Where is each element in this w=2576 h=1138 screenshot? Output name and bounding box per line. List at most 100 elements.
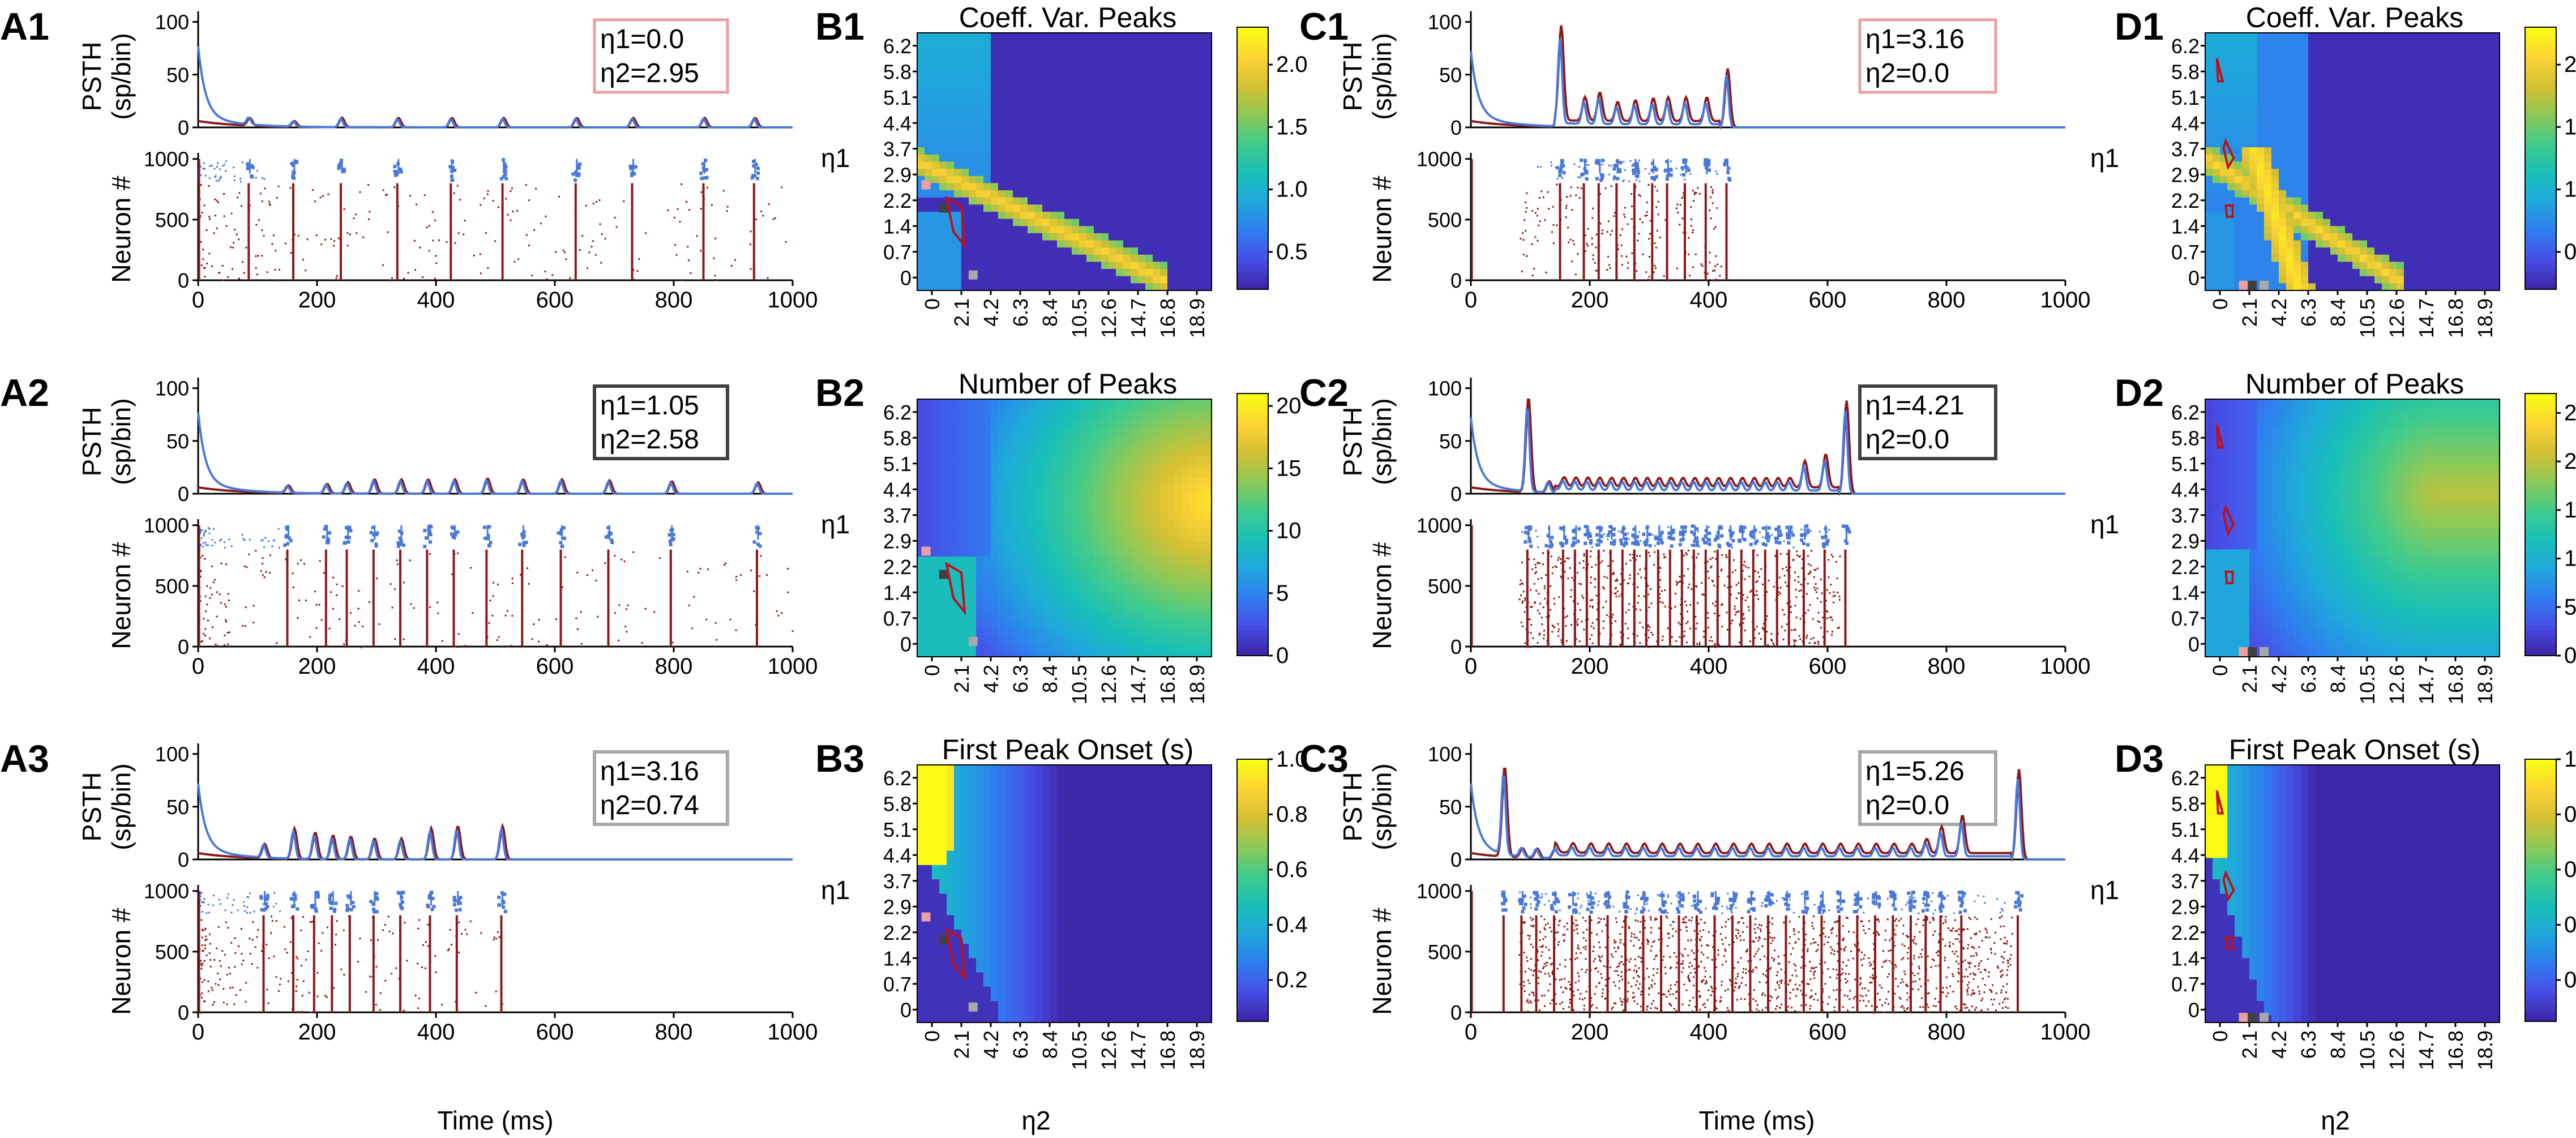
eta1-tick-label: 2.9 bbox=[2171, 163, 2200, 186]
time-tick-label: 800 bbox=[1928, 1020, 1966, 1045]
eta1-tick-label: 5.8 bbox=[2171, 426, 2200, 450]
marker-sample-3 bbox=[968, 636, 978, 646]
eta2-tick-label: 10.5 bbox=[2356, 298, 2379, 338]
eta1-label-B3: η1 bbox=[821, 875, 850, 905]
time-tick-label: 1000 bbox=[768, 1020, 818, 1045]
region-outline-2 bbox=[2222, 870, 2235, 902]
psth-ytick-label: 0 bbox=[1450, 116, 1462, 139]
eta1-tick-label: 0.7 bbox=[883, 607, 912, 630]
eta2-tick-label: 6.3 bbox=[2297, 665, 2320, 693]
svg-text:(sp/bin): (sp/bin) bbox=[1367, 763, 1397, 850]
panel-label-D1: D1 bbox=[2115, 5, 2164, 48]
eta1-tick-label: 1.4 bbox=[883, 581, 912, 604]
eta1-tick-label: 2.2 bbox=[2171, 555, 2200, 579]
time-tick-label: 800 bbox=[655, 1020, 693, 1045]
panel-label-D2: D2 bbox=[2115, 371, 2164, 414]
raster-excitatory-bursts bbox=[1559, 183, 1728, 280]
raster-dots-A2 bbox=[198, 524, 794, 648]
time-tick-label: 400 bbox=[417, 288, 455, 313]
time-tick-label: 0 bbox=[1465, 288, 1477, 313]
eta1-tick-label: 3.7 bbox=[2171, 504, 2200, 527]
raster-ylabel-A2: Neuron # bbox=[106, 542, 136, 649]
psth-ytick-label: 50 bbox=[1439, 430, 1462, 453]
eta1-tick-label: 5.8 bbox=[2171, 60, 2200, 83]
time-tick-label: 800 bbox=[1928, 288, 1966, 313]
colorbar-tick-label: 1.0 bbox=[2564, 747, 2576, 772]
heatmap-panel-B1: 00.71.42.22.93.74.45.15.86.20 2.1 4.2 6.3 8.… bbox=[883, 27, 1308, 338]
psth-line-inhibitory-C3 bbox=[1470, 775, 2065, 861]
colorbar-tick-label: 10 bbox=[2564, 546, 2576, 571]
eta2-tick-label: 0 bbox=[2209, 665, 2232, 676]
psth-ytick-label: 100 bbox=[155, 743, 189, 766]
eta1-tick-label: 2.2 bbox=[883, 189, 912, 212]
heatmap-panel-B3: 00.71.42.22.93.74.45.15.86.20 2.1 4.2 6.3 8.… bbox=[883, 747, 1308, 1070]
heatmap-frame-B3 bbox=[917, 764, 1212, 1023]
colorbar-tick-label: 15 bbox=[1276, 456, 1302, 481]
psth-line-inhibitory-C2 bbox=[1470, 408, 2065, 495]
region-outline-2 bbox=[2222, 138, 2235, 170]
raster-dots-A3 bbox=[198, 891, 507, 1014]
eta1-tick-label: 4.4 bbox=[2171, 112, 2200, 135]
svg-text:PSTH: PSTH bbox=[1338, 407, 1367, 477]
eta2-tick-label: 6.3 bbox=[1009, 298, 1032, 327]
eta1-tick-label: 0.7 bbox=[2171, 973, 2200, 996]
eta1-tick-label: 0 bbox=[900, 266, 912, 289]
colorbar-frame bbox=[2524, 759, 2557, 1022]
time-tick-label: 1000 bbox=[768, 288, 818, 313]
time-tick-label: 0 bbox=[192, 1020, 204, 1045]
time-tick-label: 400 bbox=[1690, 654, 1728, 679]
legend-A3: η1=3.16 η2=0.74 bbox=[593, 750, 729, 826]
eta2-tick-label: 12.6 bbox=[1097, 1030, 1120, 1070]
colorbar-tick-label: 1.0 bbox=[1276, 747, 1308, 772]
time-xlabel-C: Time (ms) bbox=[1698, 1106, 1815, 1135]
raster-excitatory-bursts bbox=[1502, 915, 2019, 1012]
psth-ytick-label: 100 bbox=[155, 11, 189, 34]
time-tick-label: 1000 bbox=[2040, 654, 2091, 679]
heatmap-frame-D1 bbox=[2205, 32, 2500, 291]
psth-ytick-label: 0 bbox=[178, 116, 189, 139]
raster-excitatory-scatter bbox=[1520, 183, 1722, 282]
psth-line-inhibitory-A1 bbox=[197, 46, 793, 129]
raster-ytick-label: 500 bbox=[155, 575, 189, 598]
eta2-tick-label: 4.2 bbox=[979, 298, 1003, 327]
colorbar-tick-label: 20 bbox=[2564, 449, 2576, 474]
marker-sample-2 bbox=[939, 935, 948, 945]
psth-ylabel-A2: PSTH (sp/bin) bbox=[77, 398, 136, 485]
raster-ytick-label: 1000 bbox=[144, 148, 189, 171]
svg-text:(sp/bin): (sp/bin) bbox=[1367, 398, 1397, 485]
panel-label-B3: B3 bbox=[815, 737, 865, 780]
legend-C3: η1=5.26 η2=0.0 bbox=[1858, 750, 1997, 826]
eta1-tick-label: 5.1 bbox=[883, 818, 912, 841]
eta2-tick-label: 6.3 bbox=[1009, 1030, 1032, 1059]
eta1-tick-label: 6.2 bbox=[883, 401, 912, 424]
eta2-tick-label: 16.8 bbox=[1156, 298, 1179, 338]
eta1-tick-label: 4.4 bbox=[2171, 844, 2200, 867]
colorbar-tick-label: 0.6 bbox=[2564, 857, 2576, 882]
psth-ytick-label: 0 bbox=[178, 482, 189, 506]
raster-ytick-label: 500 bbox=[155, 208, 189, 232]
raster-ytick-label: 1000 bbox=[1417, 880, 1462, 903]
svg-text:(sp/bin): (sp/bin) bbox=[106, 398, 136, 485]
colorbar-tick-label: 0 bbox=[1276, 643, 1289, 668]
eta1-tick-label: 5.8 bbox=[883, 792, 912, 815]
eta2-tick-label: 18.9 bbox=[2474, 665, 2497, 704]
raster-excitatory-bursts bbox=[1526, 549, 1847, 647]
psth-ytick-label: 50 bbox=[166, 430, 189, 453]
colorbar-B3: 0.2 0.4 0.6 0.8 1.0 bbox=[1236, 747, 1308, 1022]
colorbar-tick-label: 20 bbox=[1276, 393, 1302, 418]
raster-ytick-label: 1000 bbox=[144, 880, 189, 903]
eta2-tick-label: 0 bbox=[2209, 1030, 2232, 1042]
psth-line-inhibitory-C1 bbox=[1470, 38, 2065, 130]
eta1-tick-label: 6.2 bbox=[883, 35, 912, 58]
eta2-tick-label: 18.9 bbox=[2474, 1030, 2497, 1070]
svg-text:PSTH: PSTH bbox=[77, 772, 106, 842]
eta2-tick-label: 6.3 bbox=[1009, 665, 1032, 693]
eta1-tick-label: 0 bbox=[2188, 632, 2200, 656]
psth-ytick-label: 100 bbox=[155, 377, 189, 400]
raster-dots-C3 bbox=[1471, 890, 2024, 1014]
colorbar-D3: 0.2 0.4 0.6 0.8 1.0 bbox=[2524, 747, 2576, 1022]
